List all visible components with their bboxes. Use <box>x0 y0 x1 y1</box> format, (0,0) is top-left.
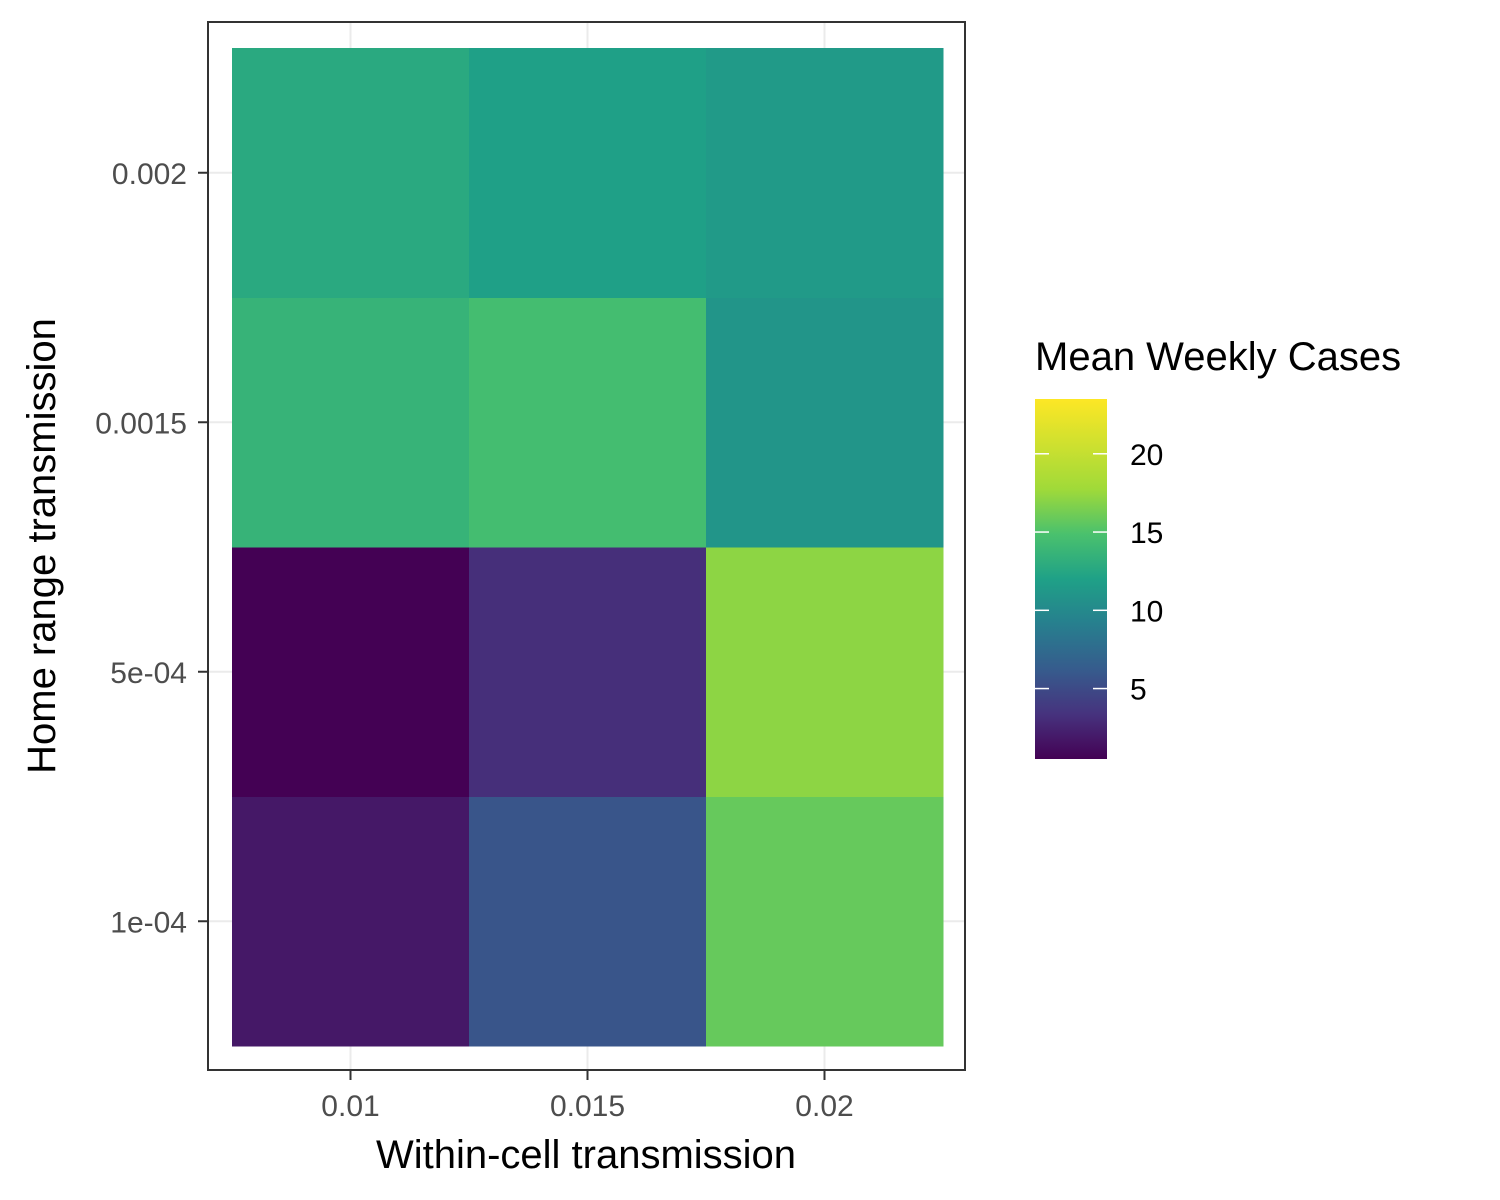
heatmap-cell <box>706 796 944 1047</box>
y-axis-title: Home range transmission <box>20 318 64 774</box>
heatmap-cell <box>469 796 707 1047</box>
x-tick-label: 0.01 <box>321 1090 379 1123</box>
colorbar-tick-label: 5 <box>1130 674 1147 707</box>
heatmap-cells <box>232 48 944 1047</box>
heatmap-cell <box>469 547 707 797</box>
legend-title: Mean Weekly Cases <box>1035 335 1401 379</box>
heatmap-cell <box>232 48 470 298</box>
heatmap-cell <box>232 297 470 548</box>
heatmap-cell <box>469 297 707 548</box>
heatmap-cell <box>706 547 944 797</box>
x-axis-title: Within-cell transmission <box>376 1133 796 1177</box>
colorbar-ticks: 5 10 15 20 <box>1035 439 1163 707</box>
colorbar-tick-label: 20 <box>1130 439 1163 472</box>
y-axis: 1e-04 5e-04 0.0015 0.002 <box>95 158 208 939</box>
heatmap-cell <box>706 297 944 548</box>
colorbar-tick-label: 15 <box>1130 517 1163 550</box>
heatmap-cell <box>469 48 707 298</box>
colorbar <box>1035 399 1107 759</box>
heatmap-cell <box>706 48 944 298</box>
y-tick-label: 1e-04 <box>110 906 187 939</box>
heatmap-cell <box>232 547 470 797</box>
x-tick-label: 0.02 <box>795 1090 853 1123</box>
y-tick-label: 0.002 <box>112 158 187 191</box>
colorbar-tick-label: 10 <box>1130 595 1163 628</box>
x-axis: 0.01 0.015 0.02 <box>321 1070 854 1123</box>
y-tick-label: 5e-04 <box>110 657 187 690</box>
heatmap-cell <box>232 796 470 1047</box>
x-tick-label: 0.015 <box>550 1090 625 1123</box>
legend: Mean Weekly Cases 5 10 15 20 <box>1035 335 1401 759</box>
y-tick-label: 0.0015 <box>95 407 187 440</box>
